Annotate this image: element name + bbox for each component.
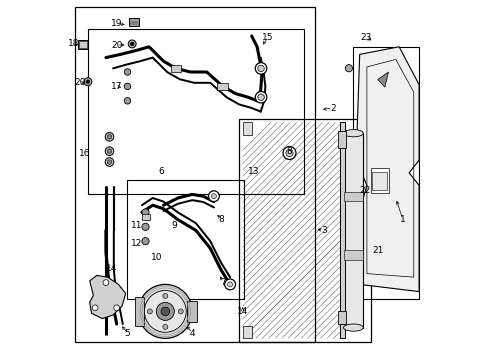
Circle shape <box>257 65 264 72</box>
Bar <box>142 214 149 220</box>
Text: 16: 16 <box>79 149 90 158</box>
Polygon shape <box>377 72 387 87</box>
Circle shape <box>147 309 152 314</box>
Circle shape <box>257 94 264 100</box>
Circle shape <box>114 305 120 311</box>
Bar <box>170 65 181 72</box>
Text: 2: 2 <box>329 104 335 112</box>
Circle shape <box>107 149 111 153</box>
Ellipse shape <box>343 130 363 137</box>
Bar <box>343 133 363 328</box>
Text: 23: 23 <box>360 33 371 42</box>
Polygon shape <box>89 275 125 319</box>
Circle shape <box>105 147 114 156</box>
Text: 13: 13 <box>247 166 259 175</box>
Bar <box>217 83 228 90</box>
Circle shape <box>156 302 174 320</box>
Text: 15: 15 <box>262 33 273 42</box>
Text: 1: 1 <box>399 215 405 224</box>
Circle shape <box>92 305 98 311</box>
Circle shape <box>107 135 111 139</box>
Text: 14: 14 <box>105 264 117 273</box>
Text: 20: 20 <box>111 40 122 49</box>
Circle shape <box>124 98 130 104</box>
Text: 22: 22 <box>359 186 370 195</box>
Text: 3: 3 <box>320 226 326 235</box>
Text: 8: 8 <box>218 215 224 224</box>
Bar <box>127 180 244 299</box>
Bar <box>339 122 345 338</box>
Circle shape <box>283 147 295 159</box>
Text: 8: 8 <box>286 147 292 156</box>
Circle shape <box>138 284 192 338</box>
Circle shape <box>285 149 292 157</box>
Bar <box>88 29 303 194</box>
Bar <box>352 47 418 299</box>
Bar <box>78 40 88 49</box>
Bar <box>242 326 251 338</box>
Bar <box>337 311 346 324</box>
Circle shape <box>208 191 219 202</box>
Circle shape <box>105 158 114 166</box>
Circle shape <box>86 80 89 84</box>
Text: 14: 14 <box>237 307 248 316</box>
Text: 6: 6 <box>159 166 164 175</box>
Circle shape <box>163 324 167 329</box>
Bar <box>239 119 370 342</box>
Text: 21: 21 <box>371 246 383 255</box>
Circle shape <box>142 238 149 245</box>
Text: 19: 19 <box>111 19 122 28</box>
Circle shape <box>128 40 136 48</box>
Text: 18: 18 <box>68 39 79 48</box>
Bar <box>75 7 314 342</box>
Text: 20: 20 <box>74 78 85 87</box>
Bar <box>129 18 139 26</box>
Bar <box>134 297 143 326</box>
Circle shape <box>163 293 167 298</box>
Bar <box>370 168 387 193</box>
Bar <box>186 301 197 322</box>
Bar <box>337 131 346 148</box>
Circle shape <box>105 132 114 141</box>
Ellipse shape <box>343 324 363 331</box>
Circle shape <box>107 160 111 164</box>
Text: 4: 4 <box>189 328 195 338</box>
Circle shape <box>124 83 130 90</box>
Text: 17: 17 <box>111 82 122 91</box>
Text: 5: 5 <box>124 328 130 338</box>
Circle shape <box>224 279 235 290</box>
Circle shape <box>255 91 266 103</box>
Text: 9: 9 <box>171 220 177 230</box>
Polygon shape <box>355 47 418 292</box>
Circle shape <box>345 65 352 72</box>
Circle shape <box>142 209 149 216</box>
Circle shape <box>178 309 183 314</box>
Circle shape <box>124 69 130 75</box>
Circle shape <box>161 307 169 316</box>
Circle shape <box>227 282 232 287</box>
Circle shape <box>144 291 186 332</box>
Circle shape <box>211 194 216 199</box>
Text: 7: 7 <box>220 278 225 287</box>
Bar <box>242 122 251 135</box>
Text: 12: 12 <box>131 238 142 248</box>
Circle shape <box>84 78 92 86</box>
Circle shape <box>255 63 266 74</box>
Bar <box>343 250 363 260</box>
Bar <box>371 172 386 190</box>
Circle shape <box>103 280 108 285</box>
Circle shape <box>142 223 149 230</box>
Circle shape <box>130 42 134 46</box>
Bar <box>79 41 87 48</box>
Text: 11: 11 <box>130 220 142 230</box>
Text: 10: 10 <box>150 253 162 262</box>
Bar <box>343 192 363 201</box>
